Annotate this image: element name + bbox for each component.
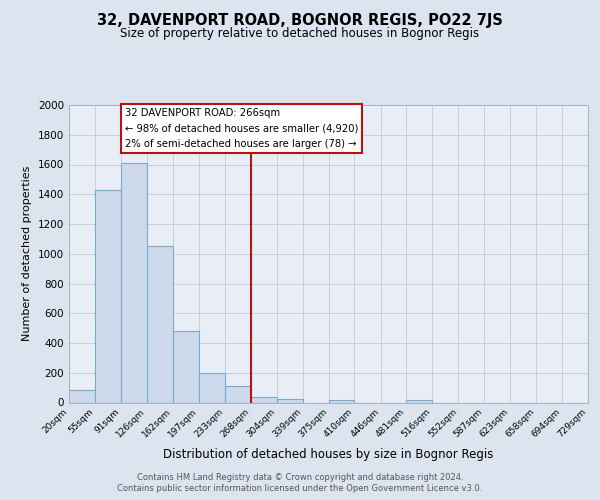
Text: 32, DAVENPORT ROAD, BOGNOR REGIS, PO22 7JS: 32, DAVENPORT ROAD, BOGNOR REGIS, PO22 7… xyxy=(97,12,503,28)
Bar xyxy=(225,386,251,402)
Bar xyxy=(277,399,302,402)
Y-axis label: Number of detached properties: Number of detached properties xyxy=(22,166,32,342)
Bar xyxy=(173,331,199,402)
Text: Contains HM Land Registry data © Crown copyright and database right 2024.: Contains HM Land Registry data © Crown c… xyxy=(137,472,463,482)
Bar xyxy=(329,400,355,402)
Bar xyxy=(95,190,121,402)
X-axis label: Distribution of detached houses by size in Bognor Regis: Distribution of detached houses by size … xyxy=(163,448,494,461)
Bar xyxy=(251,396,277,402)
Bar xyxy=(146,246,173,402)
Text: Contains public sector information licensed under the Open Government Licence v3: Contains public sector information licen… xyxy=(118,484,482,493)
Bar xyxy=(406,400,432,402)
Bar xyxy=(121,163,146,402)
Text: Size of property relative to detached houses in Bognor Regis: Size of property relative to detached ho… xyxy=(121,28,479,40)
Bar xyxy=(199,373,225,402)
Bar xyxy=(69,390,95,402)
Text: 32 DAVENPORT ROAD: 266sqm
← 98% of detached houses are smaller (4,920)
2% of sem: 32 DAVENPORT ROAD: 266sqm ← 98% of detac… xyxy=(125,108,358,149)
